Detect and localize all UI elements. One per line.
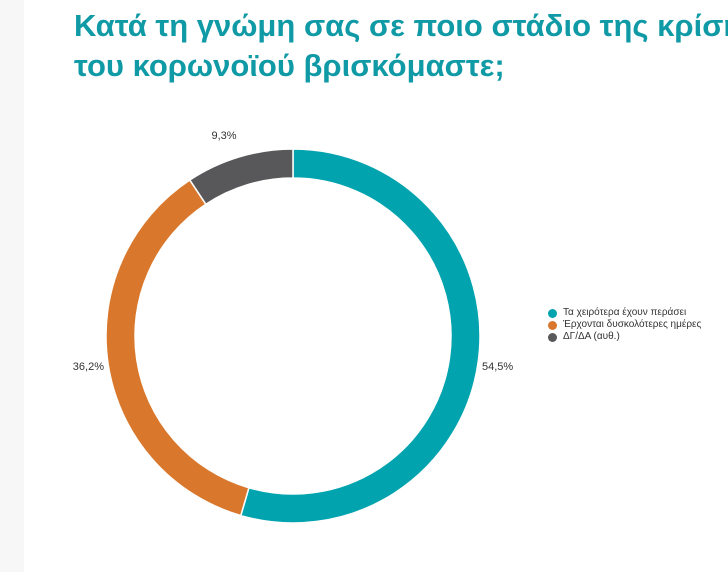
chart-title: Κατά τη γνώμη σας σε ποιο στάδιο της κρί… [74,6,728,86]
data-label-passed: 54,5% [482,361,513,373]
left-margin-strip [0,0,24,572]
chart-title-line-1: Κατά τη γνώμη σας σε ποιο στάδιο της κρί… [74,8,728,43]
legend-item-dk-na: ΔΓ/ΔΑ (αυθ.) [548,331,728,343]
chart-legend: Τα χειρότερα έχουν περάσει Έρχονται δυσκο… [548,307,728,343]
legend-swatch [548,320,557,330]
chart-title-line-2: του κορωνοϊού βρισκόμαστε; [74,48,505,83]
legend-label: Τα χειρότερα έχουν περάσει [563,307,687,318]
legend-swatch [548,332,557,342]
data-label-dk-na: 9,3% [211,130,236,142]
legend-item-harder-days: Έρχονται δυσκολότερες ημέρες [548,319,728,331]
legend-swatch [548,308,557,318]
legend-item-passed: Τα χειρότερα έχουν περάσει [548,307,728,319]
slice-passed [239,148,481,524]
legend-label: Έρχονται δυσκολότερες ημέρες [563,319,702,330]
legend-label: ΔΓ/ΔΑ (αυθ.) [563,331,620,342]
slice-dk-na [188,148,294,206]
slice-harder-days [105,178,250,517]
data-label-harder-days: 36,2% [73,361,104,373]
